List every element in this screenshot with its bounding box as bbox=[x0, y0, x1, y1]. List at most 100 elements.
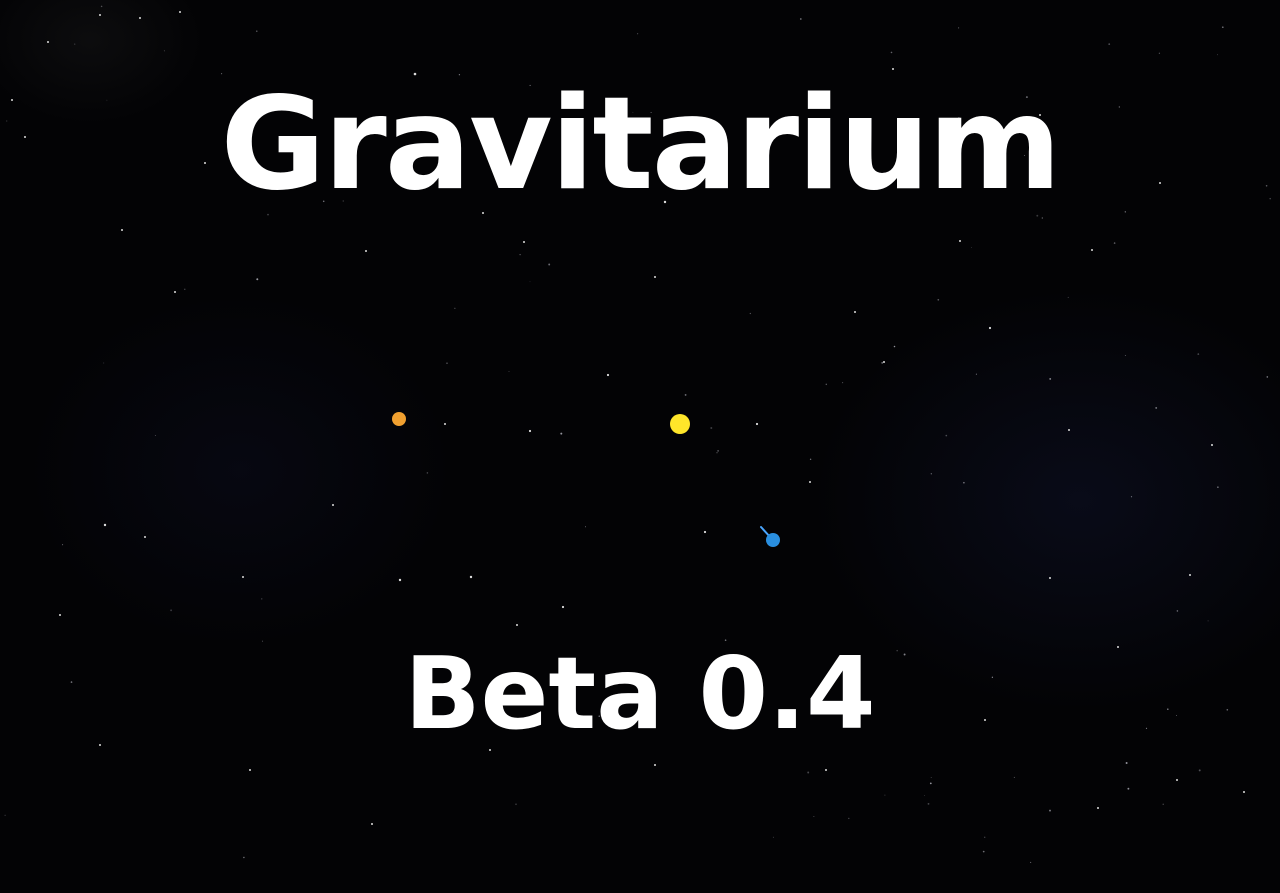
star-dot bbox=[489, 749, 491, 751]
star-dot bbox=[890, 51, 893, 54]
star-dot bbox=[99, 744, 101, 746]
star-dot bbox=[930, 473, 932, 475]
star-dot bbox=[799, 18, 802, 20]
star-dot bbox=[444, 423, 446, 425]
star-dot bbox=[637, 33, 639, 35]
star-dot bbox=[1158, 52, 1161, 54]
star-dot bbox=[371, 823, 373, 825]
star-dot bbox=[1167, 708, 1169, 710]
star-dot bbox=[515, 803, 517, 806]
star-dot bbox=[809, 458, 812, 460]
star-dot bbox=[267, 213, 269, 216]
star-dot bbox=[1226, 709, 1229, 711]
star-dot bbox=[1197, 353, 1200, 355]
star-dot bbox=[710, 427, 713, 429]
star-dot bbox=[703, 530, 707, 534]
star-dot bbox=[249, 769, 251, 771]
star-dot bbox=[163, 50, 165, 52]
star-dot bbox=[825, 383, 828, 386]
star-dot bbox=[1269, 197, 1271, 200]
star-dot bbox=[103, 523, 107, 527]
star-dot bbox=[716, 452, 718, 454]
star-dot bbox=[154, 435, 156, 436]
star-dot bbox=[945, 434, 948, 437]
star-dot bbox=[1036, 214, 1039, 217]
star-dot bbox=[398, 578, 402, 582]
star-dot bbox=[1049, 577, 1051, 579]
star-dot bbox=[174, 291, 176, 293]
star-dot bbox=[854, 311, 856, 313]
star-dot bbox=[62, 544, 64, 546]
star-dot bbox=[1039, 114, 1041, 116]
star-dot bbox=[332, 504, 334, 506]
star-dot bbox=[1125, 762, 1128, 764]
star-dot bbox=[975, 373, 977, 375]
star-dot bbox=[106, 99, 108, 101]
star-dot bbox=[1108, 43, 1111, 45]
star-dot bbox=[458, 74, 461, 76]
star-dot bbox=[1198, 769, 1201, 772]
star-dot bbox=[1176, 610, 1179, 612]
star-dot bbox=[1091, 249, 1093, 251]
star-dot bbox=[1130, 496, 1133, 498]
star-dot bbox=[1049, 377, 1052, 380]
star-dot bbox=[1023, 155, 1025, 157]
star-dot bbox=[963, 481, 965, 484]
star-dot bbox=[717, 450, 719, 452]
star-dot bbox=[848, 817, 850, 820]
star-dot bbox=[1266, 376, 1269, 378]
star-dot bbox=[927, 802, 930, 805]
star-dot bbox=[59, 614, 61, 616]
star-dot bbox=[1067, 296, 1069, 298]
star-dot bbox=[571, 150, 574, 152]
star-dot bbox=[1127, 787, 1130, 790]
star-dot bbox=[930, 777, 932, 778]
star-dot bbox=[632, 111, 634, 113]
star-dot bbox=[988, 326, 992, 330]
star-dot bbox=[982, 850, 985, 853]
star-dot bbox=[519, 253, 521, 256]
star-dot bbox=[1025, 96, 1028, 99]
star-dot bbox=[204, 162, 206, 164]
star-dot bbox=[256, 30, 258, 32]
blue-planet-icon bbox=[766, 533, 780, 547]
star-dot bbox=[469, 575, 473, 579]
star-dot bbox=[650, 111, 652, 114]
star-dot bbox=[1189, 574, 1191, 576]
star-dot bbox=[221, 73, 223, 75]
star-dot bbox=[654, 764, 656, 766]
star-dot bbox=[413, 72, 417, 76]
star-dot bbox=[179, 11, 181, 13]
star-dot bbox=[1217, 54, 1219, 56]
star-dot bbox=[1176, 715, 1177, 716]
star-dot bbox=[1013, 776, 1015, 778]
star-dot bbox=[11, 99, 13, 101]
star-dot bbox=[70, 681, 73, 683]
star-dot bbox=[1221, 26, 1224, 29]
star-dot bbox=[606, 373, 610, 377]
star-dot bbox=[24, 136, 26, 138]
star-dot bbox=[243, 856, 245, 859]
star-dot bbox=[958, 27, 960, 29]
star-dot bbox=[813, 816, 815, 817]
star-dot bbox=[807, 771, 810, 774]
star-dot bbox=[918, 140, 920, 142]
star-dot bbox=[1041, 217, 1043, 219]
star-dot bbox=[654, 276, 656, 278]
star-dot bbox=[1117, 646, 1119, 648]
star-dot bbox=[523, 241, 525, 243]
star-dot bbox=[100, 5, 103, 8]
star-dot bbox=[883, 361, 885, 363]
star-dot bbox=[1124, 354, 1126, 357]
star-dot bbox=[984, 719, 986, 721]
star-dot bbox=[598, 715, 601, 718]
star-dot bbox=[1155, 406, 1158, 409]
star-dot bbox=[103, 362, 105, 364]
star-dot bbox=[184, 288, 186, 290]
star-dot bbox=[426, 472, 429, 474]
star-dot bbox=[342, 200, 344, 202]
star-dot bbox=[1068, 429, 1070, 431]
star-dot bbox=[548, 263, 551, 266]
star-dot bbox=[896, 649, 898, 652]
